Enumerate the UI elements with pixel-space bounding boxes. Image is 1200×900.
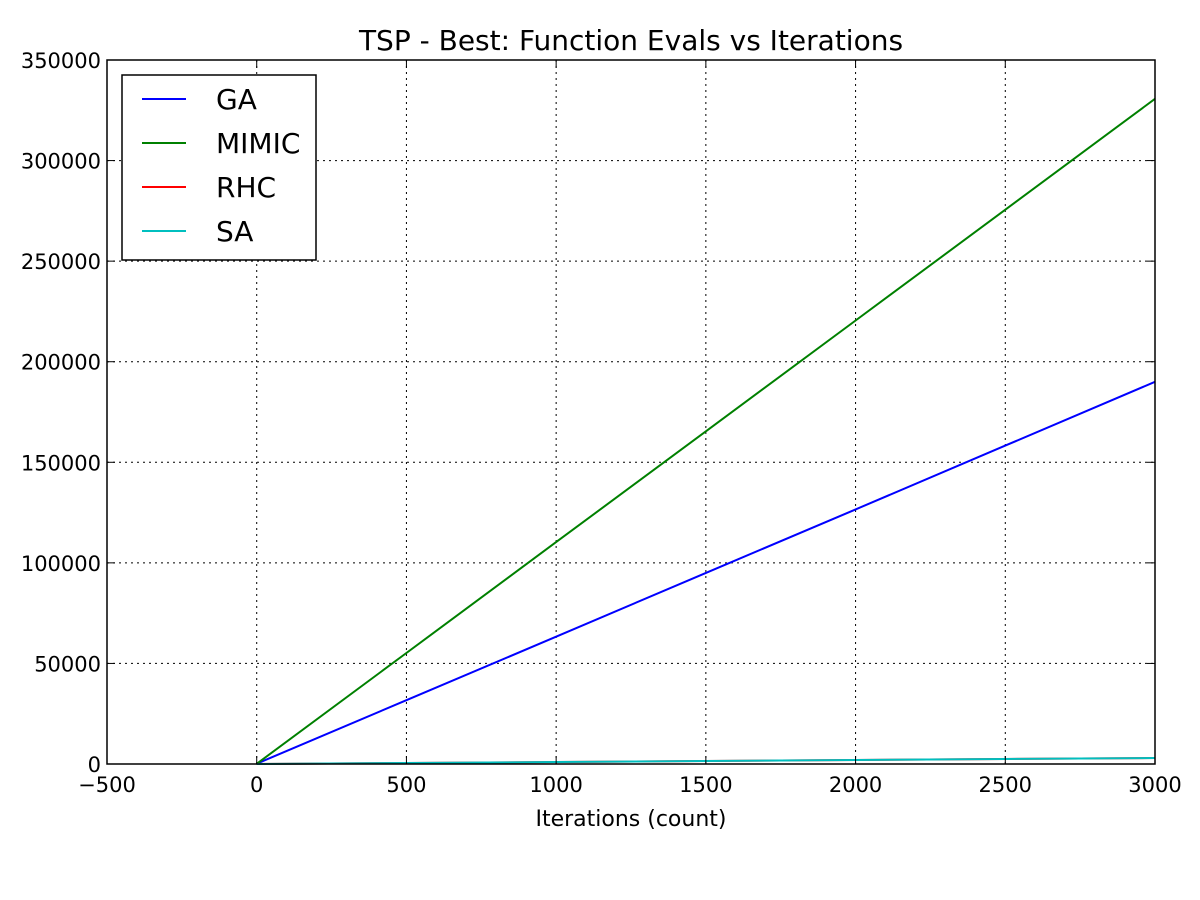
y-tick-label: 50000 xyxy=(34,652,101,676)
y-tick-label: 150000 xyxy=(21,451,101,475)
y-tick-label: 350000 xyxy=(21,49,101,73)
series-line-ga xyxy=(256,380,1156,765)
legend: GA MIMIC RHC SA xyxy=(121,74,317,261)
plot-frame xyxy=(106,59,1156,765)
x-tick-label: 2500 xyxy=(979,773,1032,797)
x-tick-label: 2000 xyxy=(829,773,882,797)
x-tick-label: 1500 xyxy=(679,773,732,797)
y-tick-label: 300000 xyxy=(21,150,101,174)
x-tick-label: 0 xyxy=(250,773,263,797)
x-axis-label: Iterations (count) xyxy=(535,807,726,832)
x-tick-label: −500 xyxy=(78,773,136,797)
y-tick-label: 250000 xyxy=(21,250,101,274)
legend-label-mimic: MIMIC xyxy=(216,127,300,160)
y-tick-label: 0 xyxy=(88,753,101,777)
chart-title: TSP - Best: Function Evals vs Iterations xyxy=(358,24,903,57)
legend-box xyxy=(121,74,317,261)
legend-label-rhc: RHC xyxy=(216,171,276,204)
y-tick-label: 100000 xyxy=(21,552,101,576)
x-tick-label: 1000 xyxy=(529,773,582,797)
x-tick-label: 3000 xyxy=(1128,773,1181,797)
y-tick-label: 200000 xyxy=(21,351,101,375)
legend-label-ga: GA xyxy=(216,83,257,116)
series-line-mimic xyxy=(256,97,1156,765)
legend-label-sa: SA xyxy=(216,215,253,248)
axis-ticks: −500 0 500 1000 1500 2000 2500 3000050000100000… xyxy=(21,49,1182,797)
x-tick-label: 500 xyxy=(386,773,426,797)
